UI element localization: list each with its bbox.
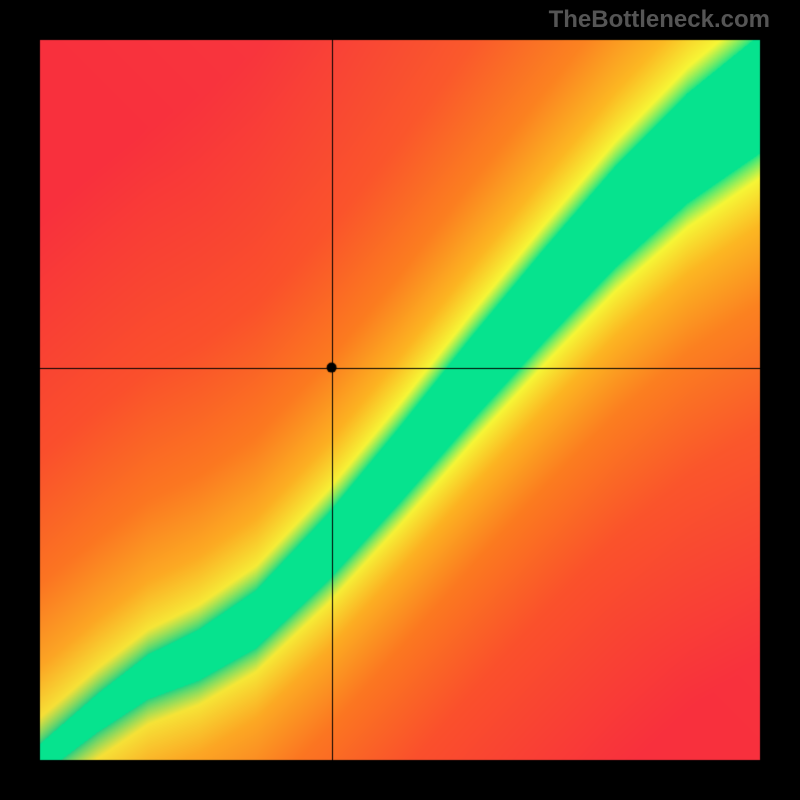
watermark-text: TheBottleneck.com — [549, 6, 770, 34]
chart-container: TheBottleneck.com — [0, 0, 800, 800]
heatmap-canvas — [0, 0, 800, 800]
